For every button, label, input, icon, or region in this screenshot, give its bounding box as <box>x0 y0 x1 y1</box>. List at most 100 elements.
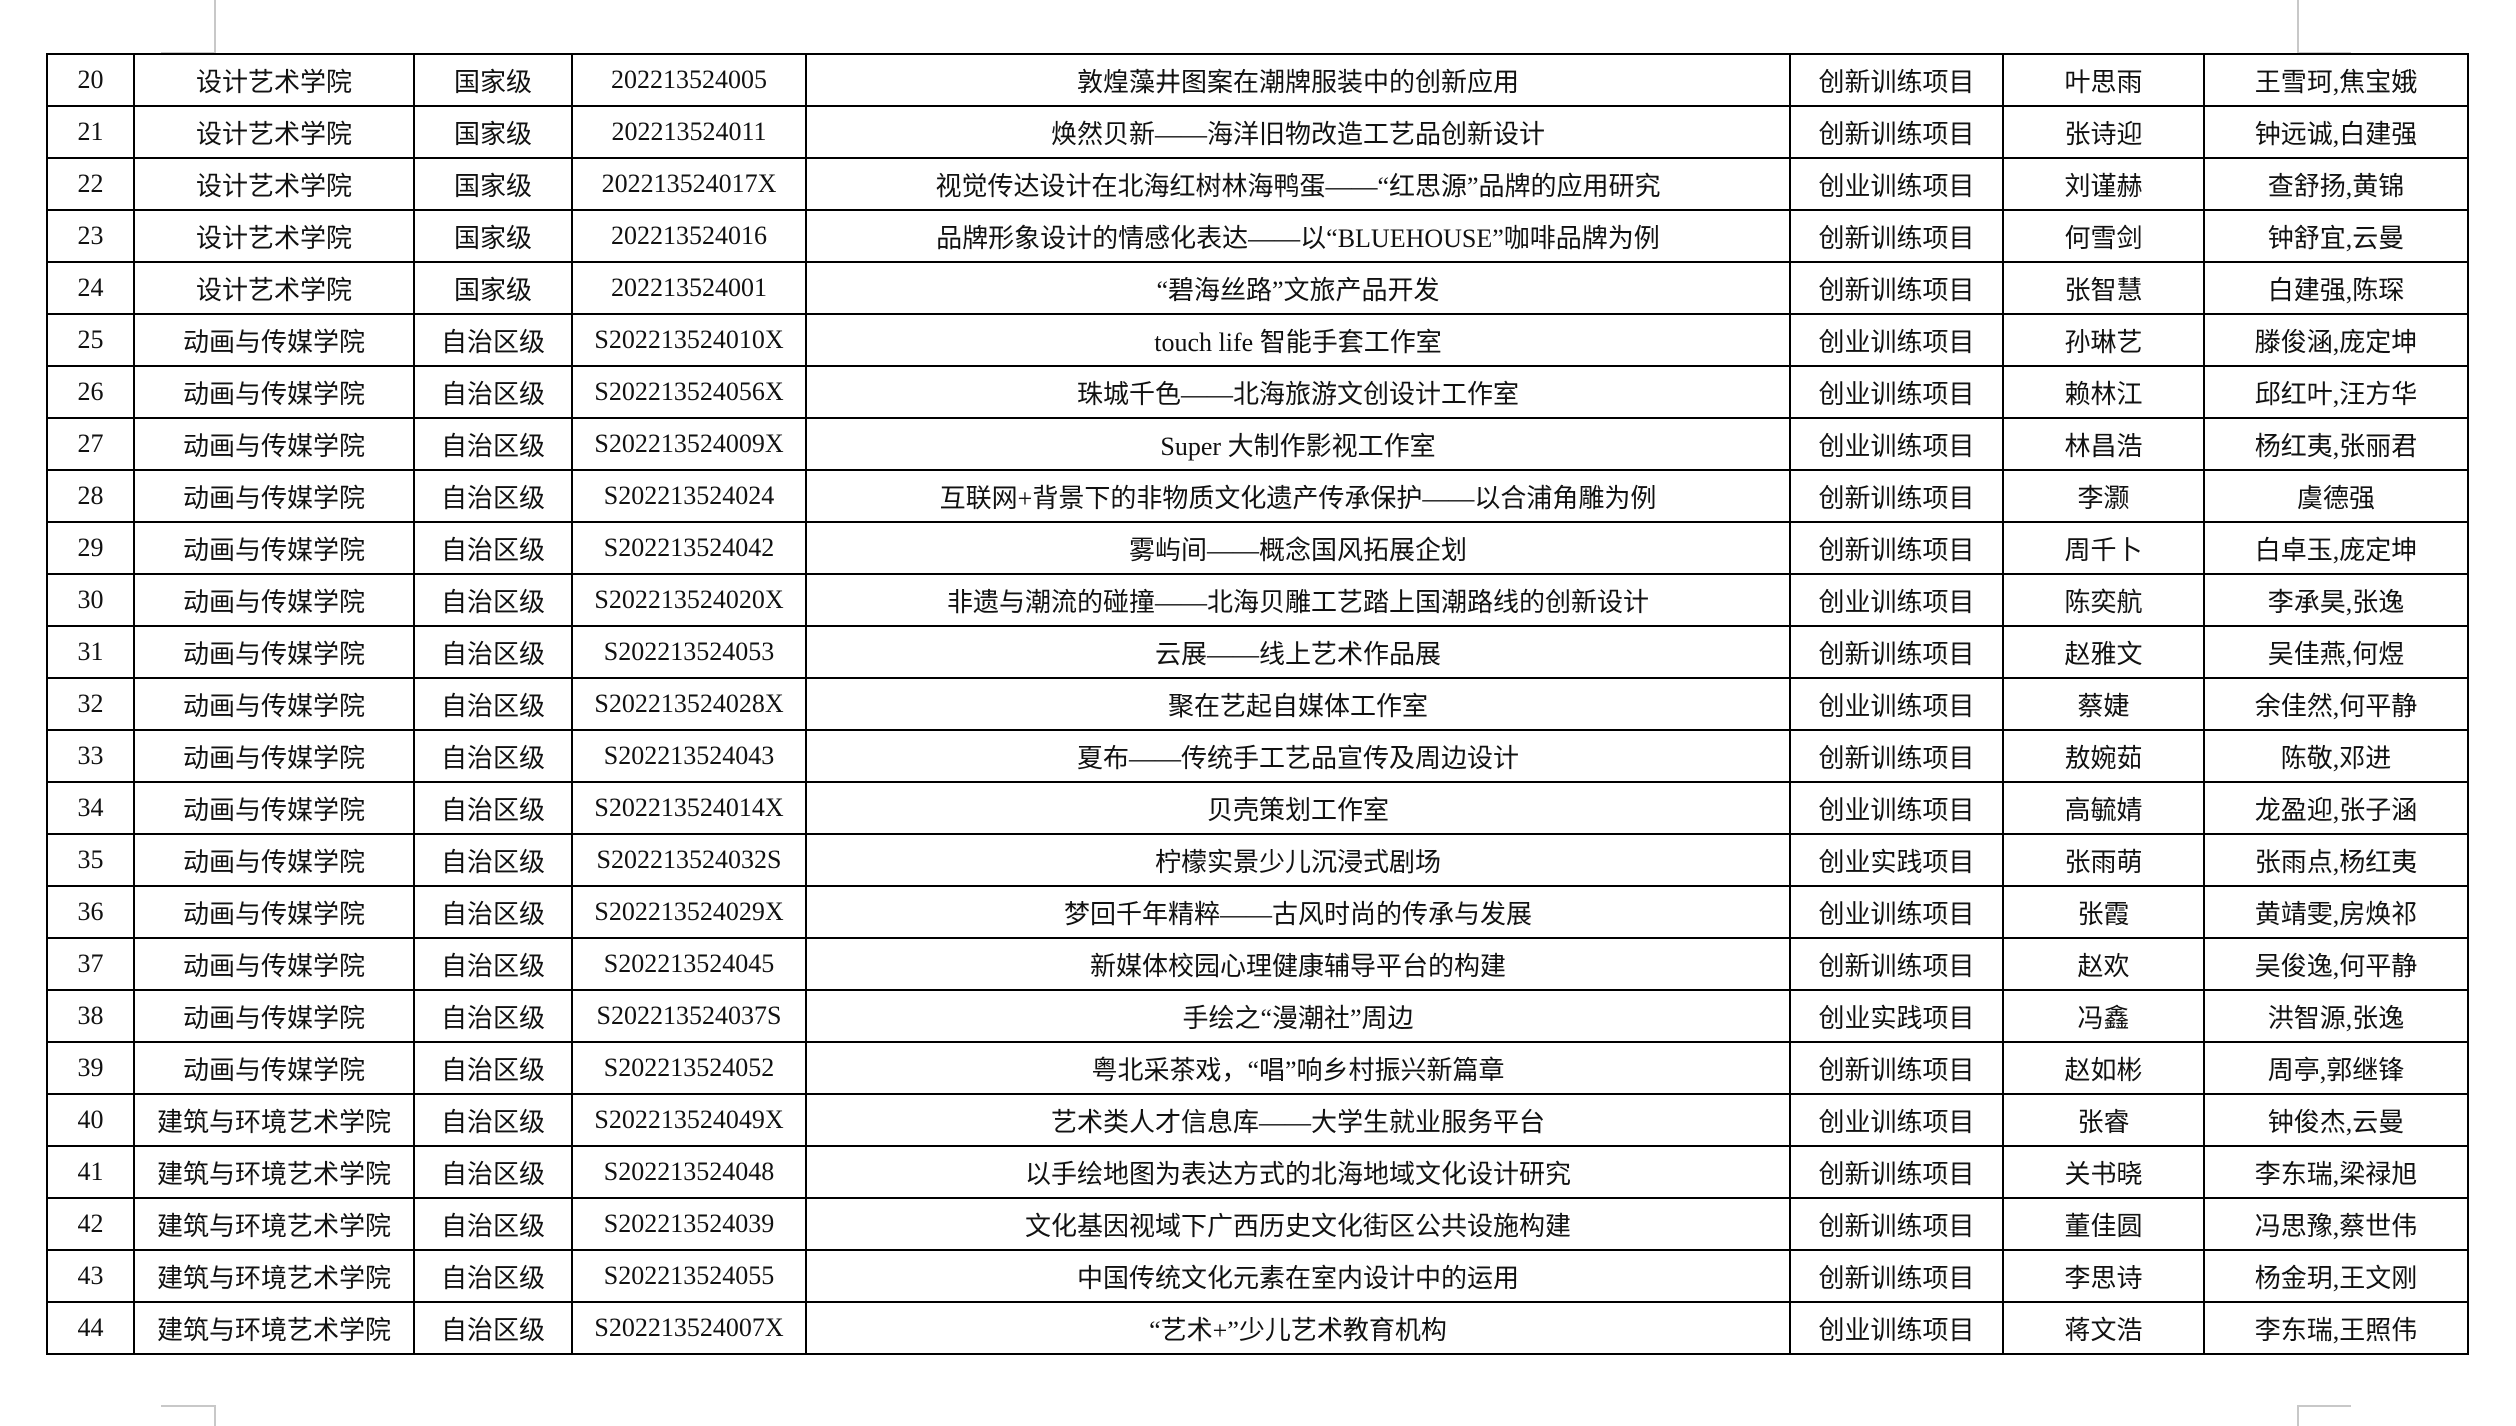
leader-cell: 张雨萌 <box>2002 833 2205 887</box>
project-type-cell: 创新训练项目 <box>1789 521 2004 575</box>
project-type-cell: 创新训练项目 <box>1789 261 2004 315</box>
college-cell: 设计艺术学院 <box>133 157 415 211</box>
project-title-cell: 贝壳策划工作室 <box>805 781 1791 835</box>
project-type-cell: 创新训练项目 <box>1789 53 2004 107</box>
project-title-cell: “碧海丝路”文旅产品开发 <box>805 261 1791 315</box>
row-number-cell: 39 <box>46 1041 135 1095</box>
college-cell: 动画与传媒学院 <box>133 781 415 835</box>
leader-cell: 张智慧 <box>2002 261 2205 315</box>
level-cell: 自治区级 <box>413 1041 573 1095</box>
crop-mark-top-right-h <box>2297 52 2351 54</box>
level-cell: 自治区级 <box>413 469 573 523</box>
advisors-cell: 邱红叶,汪方华 <box>2203 365 2469 419</box>
leader-cell: 何雪剑 <box>2002 209 2205 263</box>
table-row: 32 动画与传媒学院 自治区级 S202213524028X 聚在艺起自媒体工作室 创业训… <box>46 677 2469 731</box>
advisors-cell: 查舒扬,黄锦 <box>2203 157 2469 211</box>
advisors-cell: 钟舒宜,云曼 <box>2203 209 2469 263</box>
row-number-cell: 38 <box>46 989 135 1043</box>
project-type-cell: 创新训练项目 <box>1789 1197 2004 1251</box>
table-row: 29 动画与传媒学院 自治区级 S202213524042 雾屿间——概念国风拓展企划创… <box>46 521 2469 575</box>
college-cell: 建筑与环境艺术学院 <box>133 1301 415 1355</box>
level-cell: 自治区级 <box>413 521 573 575</box>
project-title-cell: 粤北采茶戏，“唱”响乡村振兴新篇章 <box>805 1041 1791 1095</box>
project-title-cell: 视觉传达设计在北海红树林海鸭蛋——“红思源”品牌的应用研究 <box>805 157 1791 211</box>
level-cell: 自治区级 <box>413 989 573 1043</box>
project-title-cell: 珠城千色——北海旅游文创设计工作室 <box>805 365 1791 419</box>
level-cell: 自治区级 <box>413 313 573 367</box>
advisors-cell: 吴佳燕,何煜 <box>2203 625 2469 679</box>
project-type-cell: 创新训练项目 <box>1789 1249 2004 1303</box>
table-row: 34 动画与传媒学院 自治区级 S202213524014X 贝壳策划工作室 创业训练项目… <box>46 781 2469 835</box>
project-id-cell: 202213524011 <box>571 105 807 159</box>
college-cell: 动画与传媒学院 <box>133 833 415 887</box>
crop-mark-bottom-left-v <box>214 1405 216 1426</box>
advisors-cell: 白卓玉,庞定坤 <box>2203 521 2469 575</box>
table-row: 38 动画与传媒学院 自治区级 S202213524037S 手绘之“漫潮社”周边 创业实… <box>46 989 2469 1043</box>
leader-cell: 张霞 <box>2002 885 2205 939</box>
project-type-cell: 创新训练项目 <box>1789 209 2004 263</box>
advisors-cell: 吴俊逸,何平静 <box>2203 937 2469 991</box>
table-row: 41 建筑与环境艺术学院 自治区级 S202213524048 以手绘地图为表达方式的北… <box>46 1145 2469 1199</box>
level-cell: 国家级 <box>413 53 573 107</box>
college-cell: 动画与传媒学院 <box>133 313 415 367</box>
project-type-cell: 创新训练项目 <box>1789 1041 2004 1095</box>
row-number-cell: 40 <box>46 1093 135 1147</box>
table-row: 26 动画与传媒学院 自治区级 S202213524056X 珠城千色——北海旅游文创设… <box>46 365 2469 419</box>
project-title-cell: “艺术+”少儿艺术教育机构 <box>805 1301 1791 1355</box>
project-title-cell: 文化基因视域下广西历史文化街区公共设施构建 <box>805 1197 1791 1251</box>
table-row: 37 动画与传媒学院 自治区级 S202213524045 新媒体校园心理健康辅导平台的… <box>46 937 2469 991</box>
project-id-cell: S202213524007X <box>571 1301 807 1355</box>
advisors-cell: 周亭,郭继锋 <box>2203 1041 2469 1095</box>
project-id-cell: S202213524048 <box>571 1145 807 1199</box>
college-cell: 动画与传媒学院 <box>133 365 415 419</box>
advisors-cell: 李东瑞,梁禄旭 <box>2203 1145 2469 1199</box>
leader-cell: 高毓婧 <box>2002 781 2205 835</box>
project-type-cell: 创业训练项目 <box>1789 885 2004 939</box>
crop-mark-top-left-h <box>161 52 215 54</box>
advisors-cell: 钟远诚,白建强 <box>2203 105 2469 159</box>
crop-mark-top-left-v <box>214 0 216 53</box>
advisors-cell: 黄靖雯,房焕祁 <box>2203 885 2469 939</box>
project-type-cell: 创新训练项目 <box>1789 937 2004 991</box>
project-type-cell: 创业训练项目 <box>1789 1093 2004 1147</box>
project-id-cell: 202213524001 <box>571 261 807 315</box>
college-cell: 设计艺术学院 <box>133 53 415 107</box>
level-cell: 自治区级 <box>413 625 573 679</box>
project-title-cell: 梦回千年精粹——古风时尚的传承与发展 <box>805 885 1791 939</box>
table-row: 39 动画与传媒学院 自治区级 S202213524052 粤北采茶戏，“唱”响乡村振兴… <box>46 1041 2469 1095</box>
project-type-cell: 创业训练项目 <box>1789 573 2004 627</box>
level-cell: 自治区级 <box>413 1145 573 1199</box>
project-title-cell: 柠檬实景少儿沉浸式剧场 <box>805 833 1791 887</box>
project-type-cell: 创业实践项目 <box>1789 989 2004 1043</box>
leader-cell: 赖林江 <box>2002 365 2205 419</box>
project-type-cell: 创新训练项目 <box>1789 625 2004 679</box>
row-number-cell: 44 <box>46 1301 135 1355</box>
project-id-cell: 202213524017X <box>571 157 807 211</box>
project-type-cell: 创业训练项目 <box>1789 1301 2004 1355</box>
project-title-cell: 以手绘地图为表达方式的北海地域文化设计研究 <box>805 1145 1791 1199</box>
crop-mark-bottom-right-v <box>2297 1405 2299 1426</box>
project-title-cell: Super 大制作影视工作室 <box>805 417 1791 471</box>
project-id-cell: 202213524016 <box>571 209 807 263</box>
project-title-cell: 艺术类人才信息库——大学生就业服务平台 <box>805 1093 1791 1147</box>
advisors-cell: 李承昊,张逸 <box>2203 573 2469 627</box>
advisors-cell: 钟俊杰,云曼 <box>2203 1093 2469 1147</box>
table-row: 36 动画与传媒学院 自治区级 S202213524029X 梦回千年精粹——古风时尚的… <box>46 885 2469 939</box>
project-type-cell: 创新训练项目 <box>1789 105 2004 159</box>
college-cell: 动画与传媒学院 <box>133 989 415 1043</box>
college-cell: 动画与传媒学院 <box>133 937 415 991</box>
project-title-cell: 互联网+背景下的非物质文化遗产传承保护——以合浦角雕为例 <box>805 469 1791 523</box>
project-type-cell: 创新训练项目 <box>1789 1145 2004 1199</box>
row-number-cell: 26 <box>46 365 135 419</box>
table-row: 35 动画与传媒学院 自治区级 S202213524032S 柠檬实景少儿沉浸式剧场 创业… <box>46 833 2469 887</box>
row-number-cell: 37 <box>46 937 135 991</box>
table-row: 31 动画与传媒学院 自治区级 S202213524053 云展——线上艺术作品展 创新训… <box>46 625 2469 679</box>
leader-cell: 张睿 <box>2002 1093 2205 1147</box>
project-id-cell: S202213524028X <box>571 677 807 731</box>
leader-cell: 叶思雨 <box>2002 53 2205 107</box>
project-title-cell: 品牌形象设计的情感化表达——以“BLUEHOUSE”咖啡品牌为例 <box>805 209 1791 263</box>
advisors-cell: 冯思豫,蔡世伟 <box>2203 1197 2469 1251</box>
leader-cell: 蒋文浩 <box>2002 1301 2205 1355</box>
row-number-cell: 21 <box>46 105 135 159</box>
advisors-cell: 洪智源,张逸 <box>2203 989 2469 1043</box>
